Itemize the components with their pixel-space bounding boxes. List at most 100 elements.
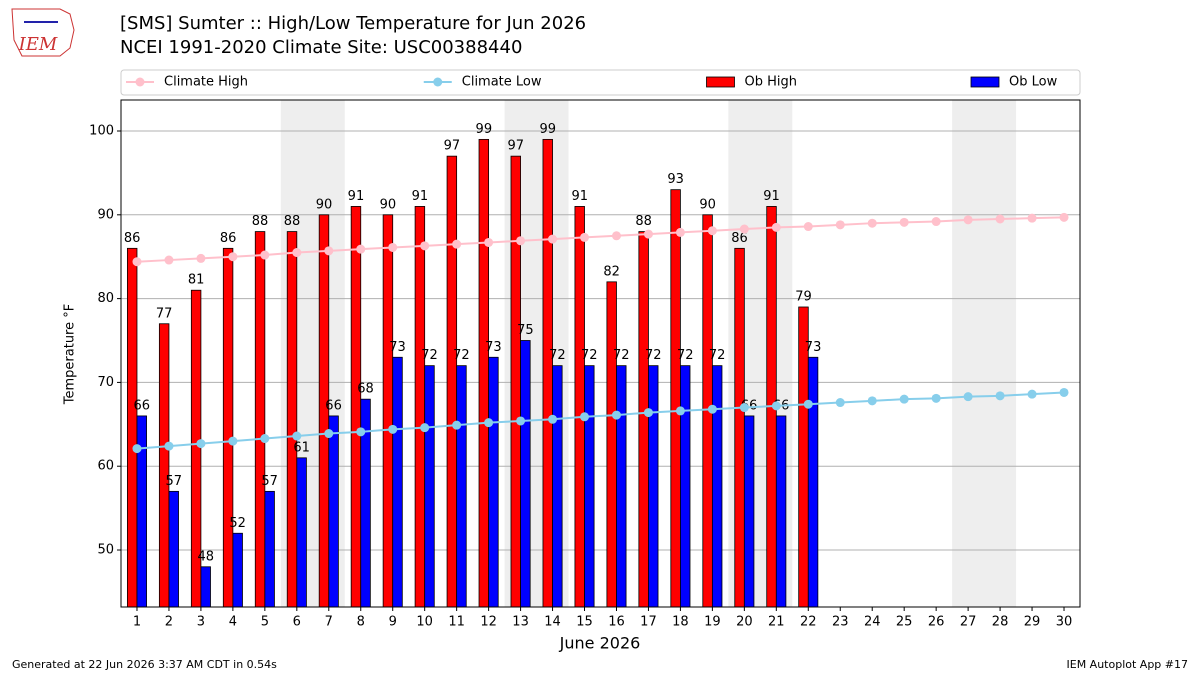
legend-swatch: [970, 76, 1000, 88]
marker: [707, 404, 717, 414]
x-tick-label: 21: [768, 615, 785, 630]
bar: [296, 457, 307, 608]
bar: [606, 281, 617, 608]
bar: [382, 214, 394, 608]
data-label: 72: [677, 348, 694, 363]
data-label: 73: [805, 340, 822, 355]
data-label: 61: [293, 440, 310, 455]
marker: [899, 217, 909, 227]
data-label: 99: [476, 122, 493, 137]
bar: [158, 323, 170, 608]
marker: [995, 214, 1005, 224]
legend-marker: [135, 77, 145, 87]
legend-label: Ob High: [745, 75, 798, 90]
data-label: 97: [444, 139, 461, 154]
marker: [835, 398, 845, 408]
data-label: 90: [699, 197, 716, 212]
marker: [739, 224, 749, 234]
marker: [548, 234, 558, 244]
marker: [484, 418, 494, 428]
weekend-band: [952, 100, 1017, 607]
marker: [803, 222, 813, 232]
bar: [807, 356, 819, 608]
bar: [232, 532, 243, 608]
x-tick-label: 6: [293, 615, 301, 630]
data-label: 93: [667, 172, 684, 187]
y-tick-label: 100: [89, 124, 114, 139]
marker: [867, 218, 877, 228]
bar: [456, 365, 467, 608]
data-label: 97: [508, 139, 525, 154]
data-label: 72: [453, 348, 470, 363]
marker: [164, 255, 174, 265]
x-tick-label: 30: [1056, 615, 1073, 630]
marker: [292, 431, 302, 441]
bar: [350, 206, 362, 608]
data-label: 75: [517, 323, 534, 338]
data-label: 88: [252, 214, 269, 229]
x-tick-label: 9: [389, 615, 397, 630]
legend-swatch: [706, 76, 735, 88]
bar: [743, 415, 755, 608]
x-axis-label: June 2026: [559, 634, 641, 653]
x-tick-label: 17: [640, 615, 657, 630]
bar: [542, 138, 553, 608]
marker: [196, 439, 206, 449]
y-axis-label: Temperature °F: [63, 304, 78, 405]
marker: [356, 244, 366, 254]
bar: [775, 415, 787, 608]
x-tick-label: 13: [512, 615, 529, 630]
data-label: 91: [348, 189, 365, 204]
bar: [168, 490, 179, 608]
bar: [424, 365, 435, 608]
data-label: 73: [389, 340, 406, 355]
footer-right: IEM Autoplot App #17: [1067, 658, 1189, 671]
data-label: 90: [316, 197, 333, 212]
x-tick-label: 8: [357, 615, 365, 630]
x-tick-label: 20: [736, 615, 753, 630]
marker: [835, 220, 845, 230]
data-label: 72: [581, 348, 598, 363]
marker: [611, 231, 621, 241]
x-tick-label: 7: [325, 615, 333, 630]
x-tick-label: 12: [480, 615, 497, 630]
data-label: 72: [709, 348, 726, 363]
x-tick-label: 11: [448, 615, 465, 630]
logo-outline: [11, 8, 75, 57]
marker: [516, 416, 526, 426]
bar: [286, 231, 298, 608]
data-label: 86: [124, 231, 141, 246]
bar: [520, 340, 531, 608]
x-tick-label: 29: [1024, 615, 1041, 630]
data-label: 52: [229, 516, 246, 531]
data-label: 72: [613, 348, 630, 363]
line: [136, 391, 1065, 450]
marker: [995, 391, 1005, 401]
y-tick-label: 80: [97, 291, 114, 306]
marker: [643, 408, 653, 418]
data-label: 81: [188, 273, 205, 288]
marker: [228, 436, 238, 446]
bar: [574, 206, 585, 608]
chart-subtitle: NCEI 1991-2020 Climate Site: USC00388440: [120, 37, 522, 58]
marker: [484, 237, 494, 247]
footer-left: Generated at 22 Jun 2026 3:37 AM CDT in …: [12, 658, 277, 671]
bar: [328, 415, 339, 608]
x-tick-label: 25: [896, 615, 913, 630]
marker: [963, 392, 973, 402]
bar: [254, 231, 266, 608]
marker: [260, 434, 270, 444]
marker: [420, 241, 430, 251]
marker: [1059, 212, 1069, 222]
marker: [643, 229, 653, 239]
bar: [478, 138, 490, 608]
data-label: 77: [156, 306, 173, 321]
marker: [675, 406, 685, 416]
data-label: 66: [134, 398, 151, 413]
marker: [132, 257, 142, 267]
data-label: 90: [380, 197, 397, 212]
data-label: 79: [795, 289, 812, 304]
marker: [324, 429, 334, 439]
x-tick-label: 27: [960, 615, 977, 630]
